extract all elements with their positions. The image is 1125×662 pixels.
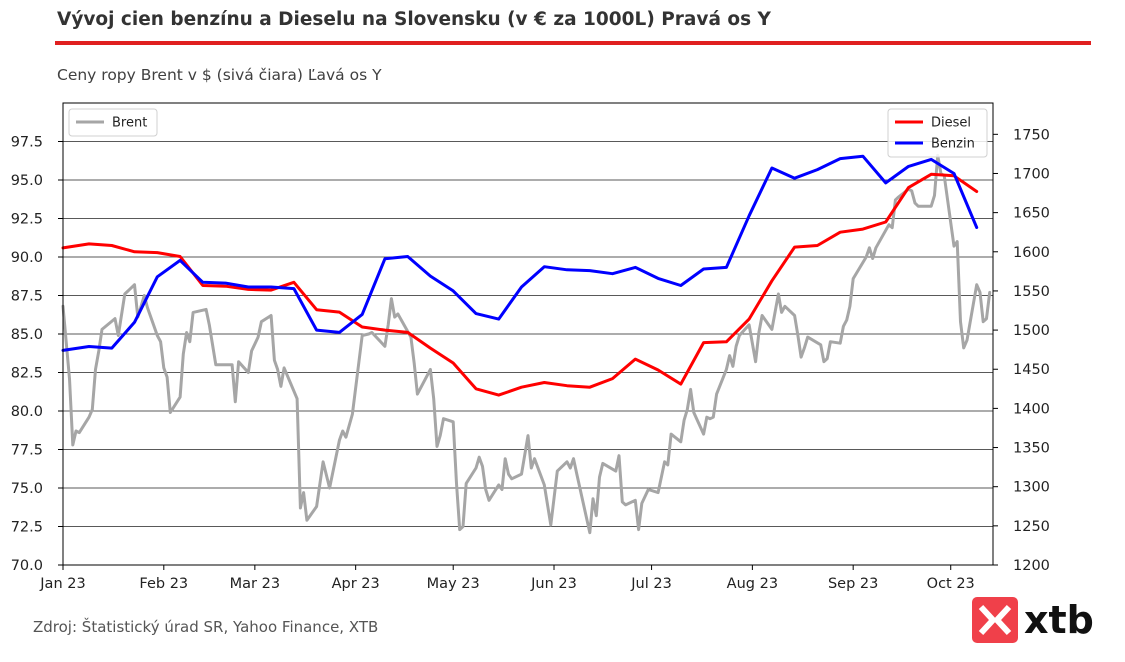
right-tick-label: 1250 [1013, 519, 1050, 535]
right-tick-label: 1700 [1013, 166, 1050, 182]
right-tick-label: 1500 [1013, 323, 1050, 339]
x-tick-label: Aug 23 [727, 576, 778, 592]
right-tick-label: 1450 [1013, 362, 1050, 378]
series-lines [61, 153, 992, 535]
legend-brent: Brent [68, 108, 158, 137]
x-tick-label: Oct 23 [927, 576, 975, 592]
right-tick-label: 1200 [1013, 558, 1050, 574]
grid-lines [63, 141, 993, 527]
left-tick-label: 92.5 [11, 212, 43, 228]
right-y-axis: 1200 1250 1300 1350 1400 1450 1500 1550 1600 1650… [993, 127, 1050, 574]
legend-box [68, 108, 158, 137]
left-tick-label: 85.0 [11, 327, 43, 343]
left-tick-label: 87.5 [11, 289, 43, 305]
series-line-benzin [61, 154, 979, 352]
chart-title: Vývoj cien benzínu a Dieselu na Slovensk… [57, 9, 771, 30]
right-tick-label: 1300 [1013, 480, 1050, 496]
right-tick-label: 1600 [1013, 245, 1050, 261]
left-y-axis: 70.0 72.5 75.0 77.5 80.0 82.5 85.0 87.5 90.0 92.5… [11, 135, 63, 574]
legend-label-brent: Brent [112, 116, 147, 131]
series-line-brent [61, 153, 992, 535]
right-tick-label: 1350 [1013, 441, 1050, 457]
left-tick-label: 82.5 [11, 366, 43, 382]
right-tick-label: 1750 [1013, 127, 1050, 143]
left-tick-label: 77.5 [11, 443, 43, 459]
left-tick-label: 90.0 [11, 250, 43, 266]
title-divider [55, 41, 1091, 45]
right-tick-label: 1650 [1013, 206, 1050, 222]
xtb-logo: xtb [972, 597, 1094, 643]
left-tick-label: 75.0 [11, 481, 43, 497]
chart-subtitle: Ceny ropy Brent v $ (sivá čiara) Ľavá os… [57, 66, 382, 84]
right-tick-label: 1400 [1013, 401, 1050, 417]
x-tick-label: Apr 23 [332, 576, 380, 592]
series-line-diesel [61, 172, 979, 397]
xtb-logo-text: xtb [1024, 598, 1094, 642]
legend-fuel: Diesel Benzin [887, 108, 988, 158]
x-tick-label: Jun 23 [530, 576, 577, 592]
legend-label-benzin: Benzin [931, 137, 975, 152]
left-tick-label: 80.0 [11, 404, 43, 420]
x-tick-label: Jul 23 [630, 576, 672, 592]
x-axis: Jan 23 Feb 23 Mar 23 Apr 23 May 23 Jun 23 Jul … [39, 565, 975, 592]
x-tick-label: Sep 23 [828, 576, 878, 592]
xtb-logo-cross-icon [978, 604, 1012, 636]
legend-label-diesel: Diesel [931, 116, 971, 131]
x-tick-label: Feb 23 [139, 576, 188, 592]
left-tick-label: 95.0 [11, 173, 43, 189]
x-tick-label: Jan 23 [39, 576, 85, 592]
x-tick-label: Mar 23 [230, 576, 280, 592]
left-tick-label: 70.0 [11, 558, 43, 574]
left-tick-label: 72.5 [11, 520, 43, 536]
price-chart: 70.0 72.5 75.0 77.5 80.0 82.5 85.0 87.5 90.0 92.5… [11, 102, 1050, 592]
x-tick-label: May 23 [427, 576, 480, 592]
left-tick-label: 97.5 [11, 135, 43, 151]
right-tick-label: 1550 [1013, 284, 1050, 300]
source-note: Zdroj: Štatistický úrad SR, Yahoo Financ… [33, 618, 379, 636]
